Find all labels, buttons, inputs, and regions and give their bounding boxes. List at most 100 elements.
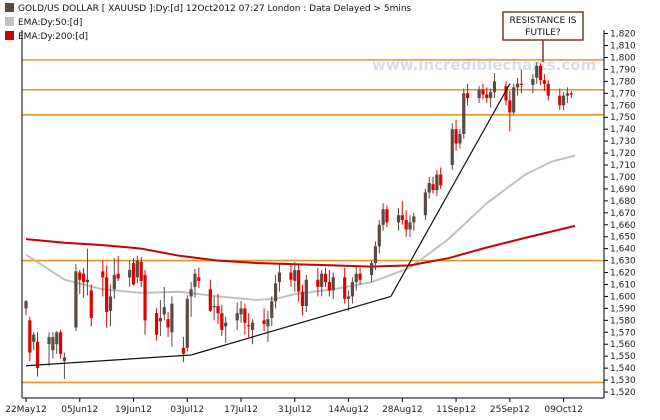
candle-body [508,100,512,113]
candle-body [370,262,374,275]
candle [477,86,481,103]
y-tick-label: 1,620 [610,269,636,279]
candle [481,83,485,100]
legend-label-ema50: EMA:Dy:50:[d] [18,18,82,28]
y-tick-label: 1,820 [610,30,636,40]
y-tick-label: 1,630 [610,257,636,267]
y-tick-label: 1,520 [610,388,636,398]
candle [162,286,166,321]
candle-body [535,65,539,78]
candle [504,81,508,106]
candle [546,80,550,101]
candle-body [466,93,470,99]
y-tick-label: 1,650 [610,233,636,243]
y-tick-label: 1,740 [610,125,636,135]
candle-body [462,93,466,134]
candle [450,123,454,170]
candle [185,295,189,352]
candle [377,219,381,254]
candle-body [24,301,28,309]
candle-body [489,92,493,99]
y-tick-label: 1,540 [610,364,636,374]
candle [274,274,278,309]
candle [128,260,132,287]
candle-body [377,224,381,247]
y-tick-label: 1,810 [610,42,636,52]
candle-body [400,215,404,220]
x-tick-label: 17Jul12 [224,405,258,415]
candle [197,267,201,289]
candle-body [270,301,274,318]
y-tick-label: 1,690 [610,185,636,195]
candle-body [82,273,86,283]
y-tick-label: 1,730 [610,137,636,147]
candle-body [435,174,439,191]
y-tick-label: 1,580 [610,316,636,326]
candle [373,241,378,271]
x-tick-label: 28Aug12 [382,405,422,415]
candle [170,296,174,347]
candle [293,261,297,292]
trendline [190,295,391,356]
candle-body [373,246,378,263]
candle [47,332,51,366]
x-tick-label: 05Jun12 [61,405,98,415]
candle [512,83,516,115]
y-tick-label: 1,700 [610,173,636,183]
candle [82,267,86,298]
watermark: www.incrediblecharts.com [372,56,596,74]
candle [323,267,328,287]
candle-body [170,303,174,333]
candle-body [423,192,427,216]
candle-body [385,209,389,223]
candle-body [439,174,443,186]
candles [24,62,573,379]
horizontal-levels [22,59,604,384]
y-tick-label: 1,610 [610,280,636,290]
candle [423,188,427,220]
legend-swatch-ema200 [5,31,14,40]
candle [538,63,543,85]
candle-body [266,319,270,327]
y-tick-label: 1,530 [610,376,636,386]
candle-body [143,274,147,321]
y-tick-label: 1,670 [610,209,636,219]
candle-body [289,272,293,280]
candle-body [105,277,109,312]
candle-body [197,277,201,281]
candle-body [343,277,347,299]
candle [385,205,389,228]
candle-body [304,279,308,306]
annotation-line-2: FUTILE? [525,28,561,38]
candle [112,258,116,299]
y-tick-label: 1,590 [610,304,636,314]
y-tick-label: 1,640 [610,245,636,255]
candle [408,215,412,237]
legend-label-price: GOLD/US DOLLAR [ XAUUSD ]:Dy:[d] 12Oct20… [18,4,412,14]
legend: GOLD/US DOLLAR [ XAUUSD ]:Dy:[d] 12Oct20… [5,3,412,42]
candle [62,352,66,379]
candle [370,260,374,283]
candle-body [243,308,247,323]
candle-body [250,322,255,330]
candle [562,92,566,111]
candle [235,302,239,330]
y-tick-label: 1,660 [610,221,636,231]
candle-body [450,129,454,166]
candle [531,74,535,94]
candle [431,176,435,194]
candle [216,294,220,324]
y-axis: 1,520 1,530 1,540 1,550 1,560 1,570 1,580 1,590… [604,30,636,398]
candle [181,337,186,363]
candle-body [35,341,40,369]
candle [515,77,520,96]
candle [489,88,493,108]
x-tick-label: 14Aug12 [328,405,368,415]
candle [400,200,404,225]
candle [327,270,331,297]
candle [454,119,458,151]
candle-body [116,273,120,279]
candle [277,264,282,292]
y-tick-label: 1,790 [610,65,636,75]
y-tick-label: 1,780 [610,77,636,87]
